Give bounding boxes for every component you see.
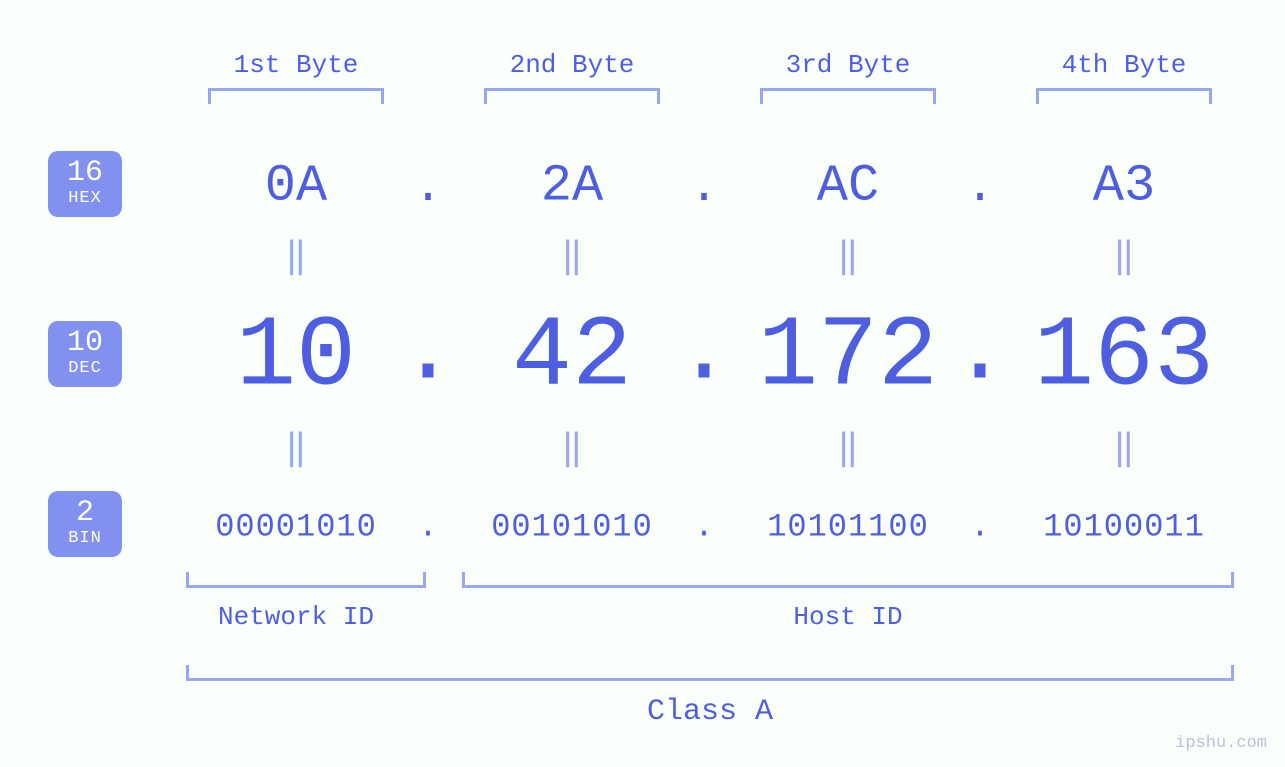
byte-header-2: 2nd Byte [510,50,635,80]
bin-byte-1: 00001010 [215,509,377,546]
eq-hexdec-1: ‖ [285,235,307,278]
byte-header-1: 1st Byte [234,50,359,80]
eq-hexdec-4: ‖ [1113,235,1135,278]
bracket-class [186,665,1234,681]
dec-byte-2: 42 [512,302,632,415]
hex-byte-2: 2A [541,157,603,216]
eq-hexdec-3: ‖ [837,235,859,278]
badge-bin-label: BIN [48,530,122,549]
watermark: ipshu.com [1175,734,1267,753]
label-network-id: Network ID [218,602,374,632]
dec-dot-1: . [399,298,457,407]
bin-dot-2: . [694,509,713,546]
label-host-id: Host ID [793,602,902,632]
ip-diagram: 16 HEX 10 DEC 2 BIN 1st Byte 2nd Byte 3r… [0,0,1285,767]
eq-decbin-1: ‖ [285,427,307,470]
badge-hex-base: 16 [48,157,122,190]
hex-dot-3: . [966,161,995,215]
badge-bin-base: 2 [48,497,122,530]
badge-hex: 16 HEX [48,151,122,217]
dec-dot-3: . [951,298,1009,407]
top-bracket-2 [484,88,660,104]
top-bracket-4 [1036,88,1212,104]
bin-byte-2: 00101010 [491,509,653,546]
eq-decbin-2: ‖ [561,427,583,470]
byte-header-4: 4th Byte [1062,50,1187,80]
bracket-host [462,572,1234,588]
bin-byte-3: 10101100 [767,509,929,546]
dec-dot-2: . [675,298,733,407]
bin-dot-1: . [418,509,437,546]
hex-byte-3: AC [817,157,879,216]
eq-decbin-4: ‖ [1113,427,1135,470]
badge-dec: 10 DEC [48,321,122,387]
bracket-network [186,572,426,588]
byte-header-3: 3rd Byte [786,50,911,80]
bin-dot-3: . [970,509,989,546]
dec-byte-4: 163 [1034,302,1214,415]
badge-dec-label: DEC [48,360,122,379]
badge-dec-base: 10 [48,327,122,360]
eq-hexdec-2: ‖ [561,235,583,278]
dec-byte-1: 10 [236,302,356,415]
badge-hex-label: HEX [48,190,122,209]
top-bracket-1 [208,88,384,104]
dec-byte-3: 172 [758,302,938,415]
hex-byte-1: 0A [265,157,327,216]
hex-dot-2: . [690,161,719,215]
badge-bin: 2 BIN [48,491,122,557]
hex-byte-4: A3 [1093,157,1155,216]
label-class: Class A [647,695,773,729]
top-bracket-3 [760,88,936,104]
bin-byte-4: 10100011 [1043,509,1205,546]
hex-dot-1: . [414,161,443,215]
eq-decbin-3: ‖ [837,427,859,470]
